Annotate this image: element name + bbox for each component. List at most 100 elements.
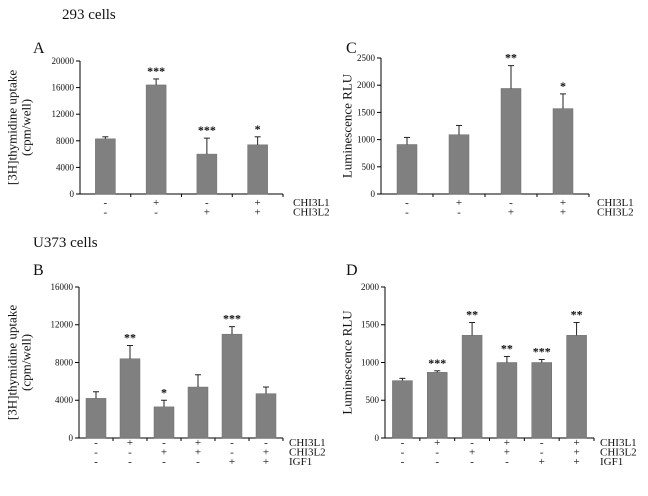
condition-sign-d-chi3l2-3: + [469, 447, 475, 459]
condition-sign-b-chi3l2-4: + [195, 447, 201, 459]
condition-sign-b-chi3l1-4: + [195, 437, 201, 449]
panel-label-b: B [33, 262, 44, 279]
condition-name-b-chi3l2: CHI3L2 [289, 447, 326, 459]
condition-sign-d-chi3l2-2: - [435, 447, 439, 459]
condition-sign-b-chi3l1-3: - [162, 437, 166, 449]
bar-a-2 [145, 84, 167, 195]
bar-c-2 [448, 134, 470, 195]
condition-sign-b-igf1-4: - [196, 456, 200, 468]
significance-mark-c-3: ** [505, 51, 517, 65]
condition-sign-b-chi3l2-1: - [94, 447, 98, 459]
y-axis-label-c-line1: Luminescence RLU [340, 73, 355, 178]
y-tick-label-a: 12000 [52, 109, 75, 119]
condition-sign-b-igf1-5: + [229, 456, 235, 468]
significance-mark-d-2: *** [428, 356, 446, 370]
significance-mark-b-5: *** [223, 312, 241, 326]
condition-sign-d-igf1-4: - [505, 456, 509, 468]
condition-sign-a-chi3l1-1: - [104, 197, 108, 209]
bar-c-4 [552, 108, 574, 195]
condition-name-d-chi3l1: CHI3L1 [600, 437, 637, 449]
y-axis-label-a-line1: [3H]thymidine uptake [5, 70, 20, 185]
significance-mark-a-4: * [255, 122, 261, 136]
y-tick-label-c: 1500 [357, 107, 376, 117]
significance-mark-c-4: * [560, 79, 566, 93]
y-tick-label-c: 1000 [357, 135, 376, 145]
bar-d-4 [496, 362, 518, 439]
significance-mark-d-3: ** [466, 307, 478, 321]
significance-mark-d-6: ** [571, 307, 583, 321]
condition-sign-a-chi3l2-1: - [104, 207, 108, 219]
y-tick-label-c: 0 [371, 189, 376, 199]
bar-a-1 [95, 138, 116, 195]
section-title-u373: U373 cells [33, 235, 98, 251]
bar-a-4 [247, 144, 268, 195]
condition-sign-a-chi3l2-3: + [204, 207, 210, 219]
bar-b-2 [119, 358, 141, 439]
condition-sign-d-igf1-1: - [401, 456, 405, 468]
significance-mark-b-2: ** [124, 331, 136, 345]
condition-sign-d-chi3l2-4: + [504, 447, 510, 459]
significance-mark-d-5: *** [533, 344, 551, 358]
section-title-293: 293 cells [62, 7, 116, 23]
bar-a-3 [196, 153, 218, 195]
condition-name-b-chi3l1: CHI3L1 [289, 437, 326, 449]
condition-sign-d-igf1-6: + [573, 456, 579, 468]
condition-sign-b-chi3l2-3: + [161, 447, 167, 459]
condition-sign-b-chi3l1-2: + [127, 437, 133, 449]
condition-sign-d-chi3l2-1: - [401, 447, 405, 459]
y-tick-label-d: 0 [375, 433, 380, 443]
bar-b-4 [187, 386, 209, 439]
bar-d-5 [531, 362, 552, 439]
y-axis-label-b-line2: (cpm/well) [19, 334, 34, 391]
panel-label-c: C [346, 40, 357, 57]
significance-mark-d-4: ** [501, 341, 513, 355]
y-tick-label-b: 12000 [51, 320, 74, 330]
condition-sign-d-chi3l1-6: + [573, 437, 579, 449]
condition-sign-d-chi3l1-1: - [401, 437, 405, 449]
condition-sign-c-chi3l2-3: + [508, 207, 514, 219]
condition-name-c-chi3l2: CHI3L2 [597, 207, 634, 219]
y-tick-label-b: 4000 [55, 395, 74, 405]
y-tick-label-d: 500 [366, 395, 380, 405]
bar-b-1 [85, 398, 107, 439]
y-axis-label-a-line2: (cpm/well) [19, 99, 34, 156]
significance-mark-b-3: * [161, 385, 167, 399]
condition-sign-c-chi3l1-2: + [456, 197, 462, 209]
condition-sign-b-igf1-1: - [94, 456, 98, 468]
bar-c-1 [396, 144, 418, 195]
condition-sign-a-chi3l2-2: - [154, 207, 158, 219]
bar-c-3 [500, 88, 522, 195]
y-tick-label-c: 2500 [357, 53, 376, 63]
condition-sign-c-chi3l2-4: + [560, 207, 566, 219]
condition-sign-c-chi3l1-4: + [560, 197, 566, 209]
y-tick-label-a: 8000 [56, 136, 75, 146]
bar-b-3 [153, 406, 175, 439]
bar-d-1 [392, 380, 413, 439]
condition-sign-d-chi3l1-2: + [434, 437, 440, 449]
condition-sign-b-chi3l2-5: - [230, 447, 234, 459]
condition-sign-c-chi3l2-2: - [457, 207, 461, 219]
condition-sign-d-chi3l2-5: - [540, 447, 544, 459]
condition-name-d-chi3l2: CHI3L2 [600, 447, 637, 459]
y-tick-label-d: 2000 [361, 282, 380, 292]
y-tick-label-a: 0 [70, 189, 75, 199]
condition-sign-d-igf1-2: - [435, 456, 439, 468]
y-tick-label-b: 16000 [51, 282, 74, 292]
condition-sign-a-chi3l1-3: - [205, 197, 209, 209]
condition-name-a-chi3l1: CHI3L1 [293, 197, 330, 209]
y-tick-label-d: 1500 [361, 320, 380, 330]
condition-sign-b-chi3l2-2: - [128, 447, 132, 459]
condition-sign-b-chi3l1-6: - [264, 437, 268, 449]
condition-sign-b-chi3l1-1: - [94, 437, 98, 449]
panel-label-d: D [346, 262, 358, 279]
condition-name-c-chi3l1: CHI3L1 [597, 197, 634, 209]
condition-sign-d-chi3l1-3: - [470, 437, 474, 449]
bar-d-6 [566, 335, 587, 439]
condition-sign-b-chi3l2-6: + [263, 447, 269, 459]
condition-name-a-chi3l2: CHI3L2 [293, 207, 330, 219]
panel-label-a: A [33, 40, 45, 57]
bar-d-3 [461, 335, 483, 439]
y-tick-label-a: 20000 [52, 56, 75, 66]
